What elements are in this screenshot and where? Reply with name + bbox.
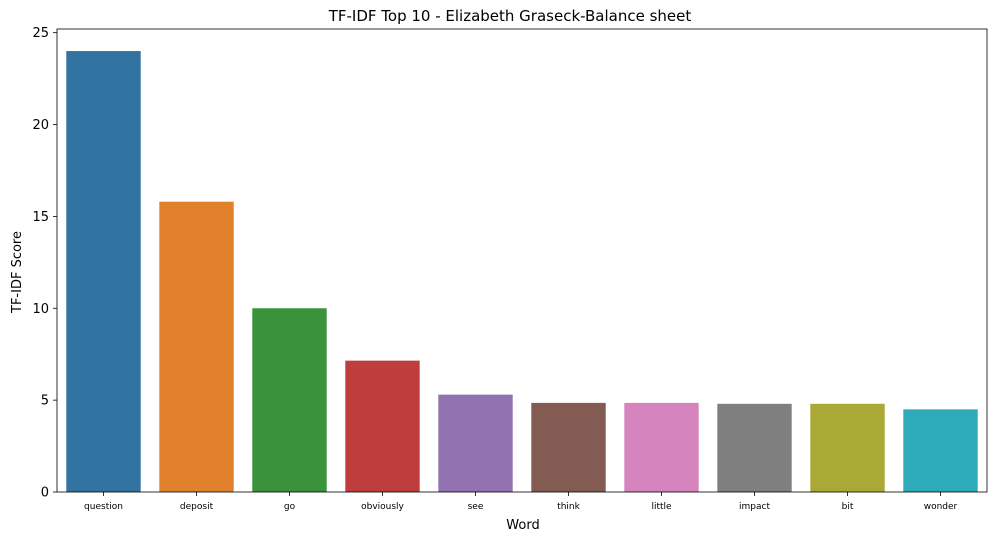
- y-tick-label: 5: [41, 394, 49, 409]
- y-tick-label: 0: [41, 486, 49, 501]
- chart-title: TF-IDF Top 10 - Elizabeth Graseck-Balanc…: [328, 7, 692, 25]
- y-tick-label: 25: [32, 26, 49, 41]
- plot-frame: [56, 28, 988, 493]
- x-tick-label: go: [284, 502, 296, 512]
- x-tick-label: think: [557, 502, 580, 512]
- bar-little: [624, 402, 699, 492]
- y-tick-label: 15: [32, 210, 49, 225]
- bar-question: [66, 51, 141, 493]
- x-tick-label: wonder: [924, 502, 958, 512]
- x-axis-label: Word: [506, 518, 539, 533]
- x-tick-label: deposit: [180, 502, 214, 512]
- y-axis-label: TF-IDF Score: [10, 231, 25, 314]
- bar-think: [531, 402, 606, 492]
- bar-go: [252, 308, 327, 492]
- x-tick-label: question: [84, 502, 123, 512]
- y-tick-label: 20: [32, 118, 49, 133]
- x-axis-ticks: question deposit go obviously see think little…: [84, 492, 958, 512]
- bar-deposit: [159, 201, 234, 492]
- x-tick-label: little: [651, 502, 672, 512]
- x-tick-label: obviously: [361, 502, 404, 512]
- y-tick-label: 10: [32, 302, 49, 317]
- x-tick-label: bit: [842, 502, 854, 512]
- bar-bit: [810, 403, 885, 492]
- x-tick-label: impact: [739, 502, 770, 512]
- y-axis-ticks: 0 5 10 15 20 25: [32, 26, 57, 501]
- bars-layer: [66, 51, 978, 493]
- bar-wonder: [903, 409, 978, 492]
- bar-impact: [717, 403, 792, 492]
- bar-obviously: [345, 360, 420, 492]
- x-tick-label: see: [468, 502, 484, 512]
- bar-see: [438, 394, 513, 492]
